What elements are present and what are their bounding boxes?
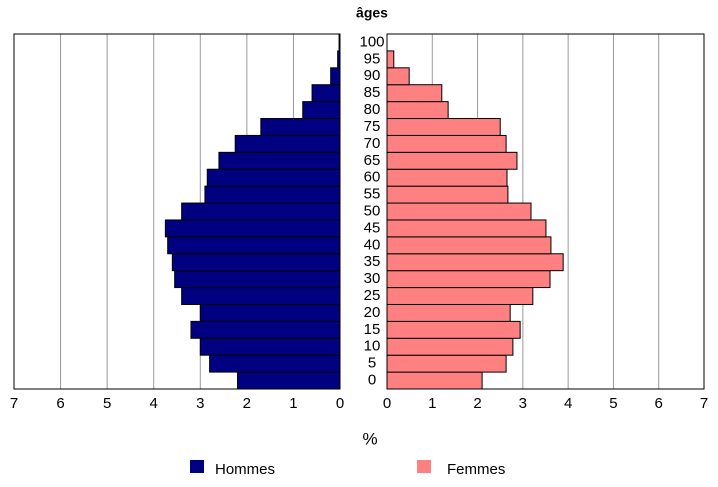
x-tick-label: 1 — [428, 395, 436, 412]
y-tick-label: 30 — [364, 270, 381, 287]
x-axis-label: % — [362, 429, 377, 448]
x-tick-label: 2 — [243, 395, 251, 412]
y-tick-label: 65 — [364, 152, 381, 169]
x-tick-label: 6 — [56, 395, 64, 412]
y-tick-label: 45 — [364, 219, 381, 236]
bar — [386, 371, 483, 390]
x-tick-label: 2 — [473, 395, 481, 412]
y-tick-label: 40 — [364, 236, 381, 253]
bar — [260, 118, 341, 136]
bar — [181, 287, 341, 305]
bar — [209, 354, 341, 373]
x-tick-label: 6 — [655, 395, 663, 412]
bar — [234, 134, 341, 153]
y-tick-label: 25 — [364, 287, 381, 304]
bar — [181, 202, 341, 221]
bar — [386, 320, 521, 339]
y-tick-label: 15 — [364, 321, 381, 338]
legend-label: Hommes — [215, 461, 275, 478]
bar — [386, 253, 564, 272]
x-tick-label: 3 — [519, 395, 527, 412]
bar — [386, 84, 443, 103]
bar — [237, 371, 341, 390]
bar — [218, 151, 341, 170]
bar — [164, 219, 341, 238]
y-tick-label: 90 — [364, 67, 381, 84]
bar — [386, 202, 532, 221]
bar — [386, 287, 534, 305]
bar — [174, 270, 341, 289]
legend-swatch — [417, 460, 431, 473]
bar — [330, 67, 341, 86]
y-tick-label: 10 — [364, 338, 381, 355]
bar — [206, 168, 341, 187]
y-tick-label: 5 — [368, 355, 376, 372]
y-tick-label: 70 — [364, 135, 381, 152]
bar — [171, 253, 341, 272]
bar — [386, 219, 547, 238]
x-tick-label: 7 — [10, 395, 18, 412]
legend-swatch — [190, 460, 204, 473]
x-tick-label: 5 — [103, 395, 111, 412]
bar — [167, 236, 341, 255]
bar — [386, 270, 551, 289]
y-tick-label: 0 — [368, 372, 376, 389]
bar — [386, 118, 501, 136]
x-tick-label: 4 — [150, 395, 158, 412]
bar — [302, 101, 341, 120]
x-tick-label: 3 — [196, 395, 204, 412]
plot-frame — [386, 33, 705, 390]
bar — [199, 337, 341, 356]
x-tick-label: 1 — [289, 395, 297, 412]
y-tick-label: 95 — [364, 50, 381, 67]
bar — [386, 50, 395, 69]
x-tick-label: 0 — [336, 395, 344, 412]
bar — [386, 134, 507, 153]
x-tick-label: 7 — [700, 395, 708, 412]
y-tick-label: 20 — [364, 304, 381, 321]
bar — [386, 236, 552, 255]
x-tick-label: 4 — [564, 395, 572, 412]
bar — [311, 84, 341, 103]
x-tick-label: 5 — [609, 395, 617, 412]
bar — [386, 151, 518, 170]
y-tick-label: 60 — [364, 169, 381, 186]
x-tick-label: 0 — [383, 395, 391, 412]
bar — [199, 303, 341, 322]
y-tick-label: 50 — [364, 202, 381, 219]
legend-label: Femmes — [447, 461, 505, 478]
bar — [386, 337, 514, 356]
bar — [386, 101, 449, 120]
bar — [386, 168, 508, 187]
bar — [190, 320, 341, 339]
y-tick-label: 35 — [364, 253, 381, 270]
bar — [386, 303, 511, 322]
y-tick-label: 85 — [364, 84, 381, 101]
bar — [386, 185, 509, 204]
chart-title: âges — [356, 5, 388, 21]
plot-frame — [13, 33, 341, 390]
bar — [204, 185, 341, 204]
y-tick-label: 55 — [364, 186, 381, 203]
y-tick-label: 80 — [364, 101, 381, 118]
bar — [386, 67, 410, 86]
y-tick-label: 100 — [359, 33, 384, 50]
bar — [386, 354, 507, 373]
y-tick-label: 75 — [364, 118, 381, 135]
